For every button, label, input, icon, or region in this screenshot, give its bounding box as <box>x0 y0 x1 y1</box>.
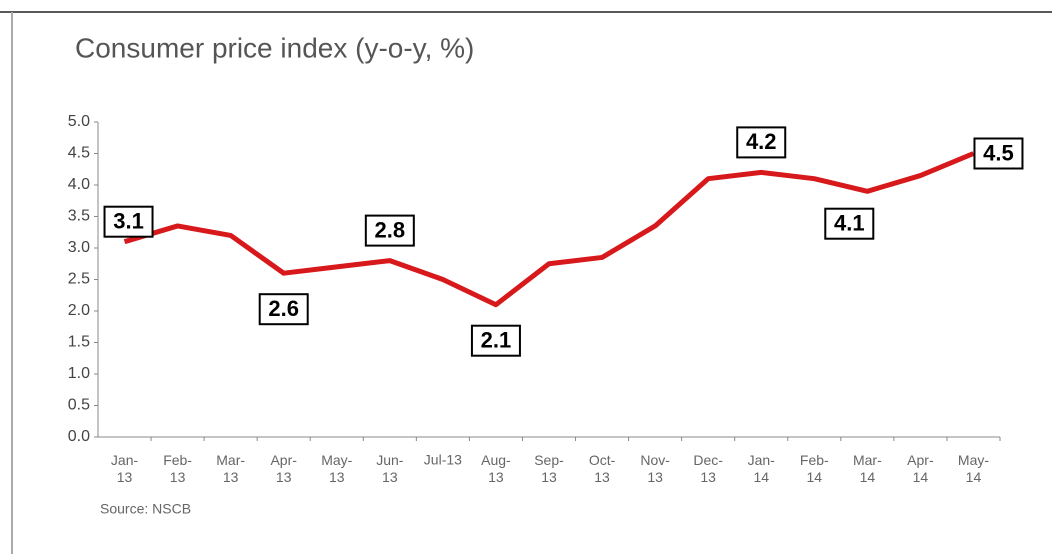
x-tick-label: Sep-13 <box>534 452 564 485</box>
x-tick-label: Jun-13 <box>376 452 404 485</box>
x-tick-label: Dec-13 <box>693 452 723 485</box>
data-label-box <box>258 293 309 326</box>
data-label-box <box>103 205 154 238</box>
data-label: 3.1 <box>113 209 144 234</box>
data-label-box <box>364 214 415 247</box>
y-tick-label: 3.5 <box>68 208 90 225</box>
chart-title: Consumer price index (y-o-y, %) <box>75 32 474 63</box>
x-tick-label: Aug-13 <box>481 452 511 485</box>
x-tick-label: Apr-13 <box>270 452 297 485</box>
x-tick-label: Apr-14 <box>907 452 934 485</box>
x-tick-label: Jul-13 <box>424 452 462 468</box>
y-tick-label: 0.0 <box>68 428 90 445</box>
data-label: 4.2 <box>746 129 777 154</box>
y-tick-label: 4.0 <box>68 176 90 193</box>
data-label: 2.1 <box>481 328 512 353</box>
data-label-box <box>973 137 1024 170</box>
y-tick-label: 3.0 <box>68 239 90 256</box>
x-tick-label: Jan-14 <box>748 452 776 485</box>
data-label: 4.5 <box>983 140 1014 165</box>
y-tick-label: 1.0 <box>68 365 90 382</box>
x-tick-label: May-14 <box>958 452 989 485</box>
x-tick-label: Mar-14 <box>853 452 882 485</box>
data-label: 4.1 <box>834 211 865 236</box>
y-tick-label: 1.5 <box>68 334 90 351</box>
data-label-box <box>470 324 521 357</box>
y-tick-label: 0.5 <box>68 397 90 414</box>
y-tick-label: 2.0 <box>68 302 90 319</box>
x-tick-label: Feb-14 <box>800 452 829 485</box>
data-line <box>123 151 975 308</box>
x-tick-label: May-13 <box>321 452 352 485</box>
data-label-box <box>736 126 787 159</box>
source-note: Source: NSCB <box>100 501 191 517</box>
data-label: 2.6 <box>268 296 299 321</box>
x-tick-label: Oct-13 <box>589 452 616 485</box>
x-tick-label: Jan-13 <box>111 452 139 485</box>
y-tick-label: 4.5 <box>68 145 90 162</box>
x-tick-label: Feb-13 <box>163 452 192 485</box>
y-tick-label: 2.5 <box>68 271 90 288</box>
data-label-box <box>824 207 875 240</box>
x-tick-label: Nov-13 <box>640 452 670 485</box>
data-label: 2.8 <box>375 217 406 242</box>
x-tick-label: Mar-13 <box>216 452 245 485</box>
y-tick-label: 5.0 <box>68 113 90 130</box>
